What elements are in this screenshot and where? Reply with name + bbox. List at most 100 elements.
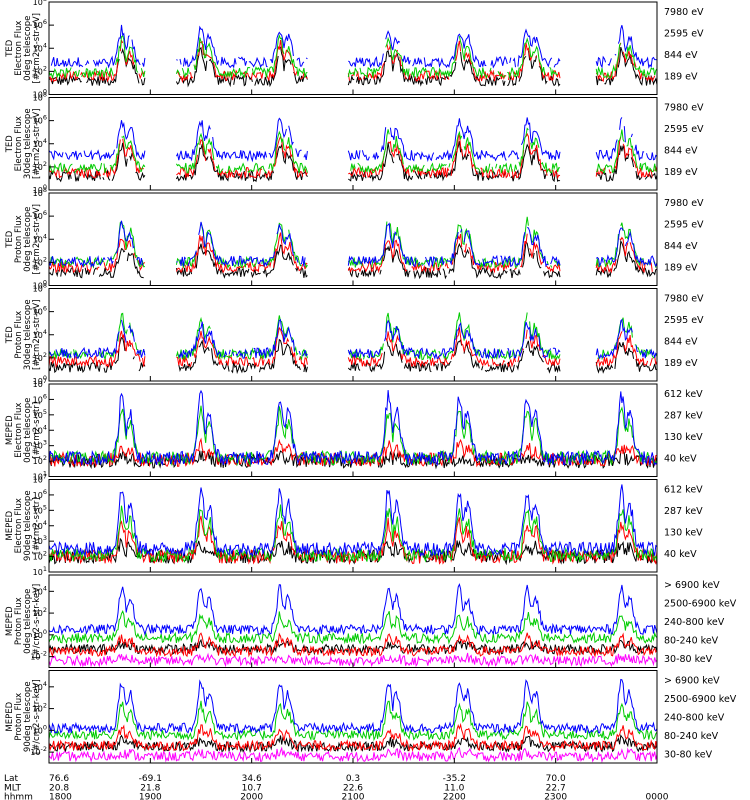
y-tick-label: 106 <box>33 114 47 126</box>
panel-4: 7980 eV 2595 eV 844 eV 189 eV 108 106 104 102 10… <box>5 282 704 387</box>
footer-value: 2300 <box>544 793 567 800</box>
series-line-3 <box>48 722 658 753</box>
legend-entry: 287 keV <box>664 411 703 422</box>
footer-value: 34.6 <box>242 774 262 784</box>
y-tick-label: 100 <box>33 723 47 735</box>
legend-entry: 844 eV <box>664 337 698 348</box>
y-tick-label: 108 <box>33 186 47 198</box>
legend-entry: 7980 eV <box>664 103 704 114</box>
footer-value: 0.3 <box>346 774 360 784</box>
footer-value: 2200 <box>443 793 466 800</box>
y-tick-label: 103 <box>33 439 47 451</box>
series-line-4 <box>50 24 658 69</box>
series-line-3 <box>48 504 658 563</box>
footer-value: -35.2 <box>443 774 466 784</box>
footer-value: 2000 <box>240 793 263 800</box>
legend-entry: 7980 eV <box>664 198 704 209</box>
y-axis-label: MEPEDProton Flux0deg telescope[#/cm2-s-s… <box>5 584 42 659</box>
footer-value: 22.7 <box>546 783 566 793</box>
series-line-1 <box>48 746 658 764</box>
y-tick-label: 102 <box>33 702 47 714</box>
legend-entry: 189 eV <box>664 358 698 369</box>
footer-value: 20.8 <box>49 783 69 793</box>
y-tick-label: 102 <box>33 550 47 562</box>
panel-7: > 6900 keV 2500-6900 keV 240-800 keV 80-240… <box>5 574 737 668</box>
panel-frame <box>48 670 658 764</box>
y-axis-label: TEDProton Flux30deg telescope[#/cm2-s-st… <box>5 299 42 370</box>
footer-row-label: hhmm <box>4 793 33 800</box>
y-tick-label: 106 <box>33 488 47 500</box>
legend-entry: 2500-6900 keV <box>664 694 737 705</box>
legend-entry: 287 keV <box>664 506 703 517</box>
series-line-2 <box>49 40 657 81</box>
footer-value: 21.8 <box>140 783 160 793</box>
y-axis-label: MEPEDElectron Flux0deg telescope[#/cm2-s… <box>5 398 42 463</box>
y-tick-label: 106 <box>33 392 47 404</box>
y-tick-label: 100 <box>33 628 47 640</box>
y-tick-label: 106 <box>33 18 47 30</box>
y-tick-label: 108 <box>33 0 47 7</box>
legend-entry: 240-800 keV <box>664 617 725 628</box>
footer-value: -69.1 <box>139 774 162 784</box>
y-tick-label: 104 <box>33 232 47 244</box>
y-tick-label: 102 <box>33 160 47 172</box>
y-tick-label: 108 <box>33 282 47 294</box>
series-line-2 <box>48 638 658 656</box>
y-tick-label: 104 <box>33 137 47 149</box>
y-tick-label: 100 <box>33 88 47 100</box>
y-tick-label: 107 <box>33 473 47 485</box>
y-tick-label: 104 <box>33 584 47 596</box>
footer-value: 0000 <box>646 793 669 800</box>
y-tick-label: 103 <box>33 534 47 546</box>
y-tick-label: 105 <box>33 408 47 420</box>
y-tick-label: 102 <box>33 351 47 363</box>
legend-entry: 80-240 keV <box>664 636 719 647</box>
series-line-5 <box>48 582 658 637</box>
panel-6: 612 keV 287 keV 130 keV 40 keV 107 106 105 104 1… <box>5 473 703 578</box>
y-tick-label: 104 <box>33 423 47 435</box>
legend-entry: > 6900 keV <box>664 676 720 687</box>
legend-entry: 40 keV <box>664 549 697 560</box>
series-line-3 <box>48 127 657 174</box>
y-tick-label: 104 <box>33 519 47 531</box>
series-line-3 <box>48 632 658 658</box>
y-tick-label: 104 <box>33 41 47 53</box>
legend-entry: 612 keV <box>664 485 703 496</box>
footer-row-label: Lat <box>4 774 19 784</box>
y-axis-label: MEPEDProton Flux90deg telescope[#/cm2-s-… <box>5 679 42 754</box>
panels-group: 7980 eV 2595 eV 844 eV 189 eV 108 106 104 102 10… <box>5 0 737 764</box>
footer-value: 22.6 <box>343 783 363 793</box>
series-line-4 <box>48 117 658 163</box>
y-axis-label: TEDElectron Flux0deg telescope[#/cm2-s-s… <box>5 13 42 83</box>
footer-value: 1900 <box>139 793 162 800</box>
y-tick-label: 104 <box>33 328 47 340</box>
series-line-4 <box>48 220 658 269</box>
series-line-4 <box>48 318 658 360</box>
legend-entry: 30-80 keV <box>664 654 713 665</box>
series-line-3 <box>48 216 657 270</box>
series-line-4 <box>48 610 658 645</box>
y-tick-label: 10-2 <box>30 745 47 757</box>
legend-entry: 844 eV <box>664 50 698 61</box>
legend-entry: 844 eV <box>664 146 698 157</box>
legend-entry: 2595 eV <box>664 29 704 40</box>
panel-3: 7980 eV 2595 eV 844 eV 189 eV 108 106 104 102 10… <box>5 186 704 291</box>
y-tick-label: 107 <box>33 377 47 389</box>
y-tick-label: 104 <box>33 680 47 692</box>
legend-entry: 2595 eV <box>664 220 704 231</box>
panel-2: 7980 eV 2595 eV 844 eV 189 eV 108 106 104 102 10… <box>5 91 704 196</box>
series-line-1 <box>48 336 658 375</box>
y-tick-label: 105 <box>33 503 47 515</box>
legend-entry: > 6900 keV <box>664 580 720 591</box>
y-tick-label: 106 <box>33 209 47 221</box>
legend-entry: 30-80 keV <box>664 750 713 761</box>
footer-value: 76.6 <box>49 774 69 784</box>
series-line-1 <box>48 141 658 183</box>
series-line-3 <box>48 33 658 80</box>
y-tick-label: 101 <box>33 565 47 577</box>
series-line-4 <box>48 389 658 467</box>
y-tick-label: 108 <box>33 91 47 103</box>
panel-1: 7980 eV 2595 eV 844 eV 189 eV 108 106 104 102 10… <box>5 0 704 100</box>
y-tick-label: 10-2 <box>30 650 47 662</box>
